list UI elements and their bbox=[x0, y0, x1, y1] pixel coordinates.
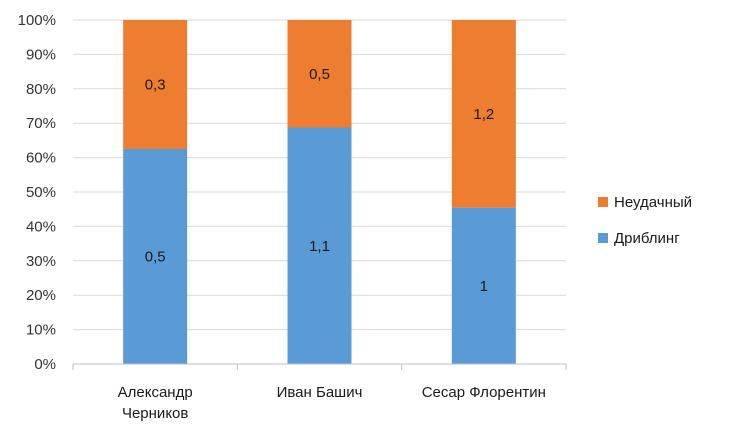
y-tick-label: 100% bbox=[18, 12, 56, 29]
data-label: 0,5 bbox=[145, 249, 166, 266]
x-category-label: Иван Башич bbox=[277, 384, 363, 401]
legend-label: Неудачный bbox=[614, 194, 692, 211]
data-label: 1 bbox=[480, 278, 488, 295]
y-tick-label: 0% bbox=[34, 356, 56, 373]
bar-segment bbox=[123, 149, 188, 364]
bars: 0,5 0,3 1,1 0,5 1 1,2 bbox=[123, 20, 516, 364]
x-category-label: Черников bbox=[122, 405, 188, 422]
x-category-label: Александр bbox=[118, 384, 193, 401]
x-category-label: Сесар Флорентин bbox=[422, 384, 546, 401]
y-tick-label: 30% bbox=[26, 253, 56, 270]
y-tick-label: 70% bbox=[26, 115, 56, 132]
legend-swatch bbox=[598, 233, 608, 243]
bar-segment bbox=[123, 20, 188, 149]
y-tick-label: 60% bbox=[26, 150, 56, 167]
legend-swatch bbox=[598, 197, 608, 207]
data-label: 1,2 bbox=[473, 106, 494, 123]
legend-label: Дриблинг bbox=[614, 230, 680, 247]
y-axis-ticks: 0% 10% 20% 30% 40% 50% 60% 70% 80% 90% 100% bbox=[18, 12, 56, 373]
x-axis: Александр Черников Иван Башич Сесар Флорент… bbox=[72, 363, 567, 422]
bar-segment bbox=[451, 207, 516, 364]
y-tick-label: 20% bbox=[26, 287, 56, 304]
bar-segment bbox=[287, 127, 352, 364]
data-label: 1,1 bbox=[309, 238, 330, 255]
bar-segment bbox=[287, 20, 352, 128]
y-tick-label: 40% bbox=[26, 218, 56, 235]
data-label: 0,3 bbox=[145, 77, 166, 94]
y-tick-label: 50% bbox=[26, 184, 56, 201]
data-label: 0,5 bbox=[309, 66, 330, 83]
bar-segment bbox=[451, 20, 516, 208]
y-tick-label: 90% bbox=[26, 46, 56, 63]
y-tick-label: 80% bbox=[26, 81, 56, 98]
legend: Неудачный Дриблинг bbox=[598, 194, 692, 247]
y-tick-label: 10% bbox=[26, 322, 56, 339]
